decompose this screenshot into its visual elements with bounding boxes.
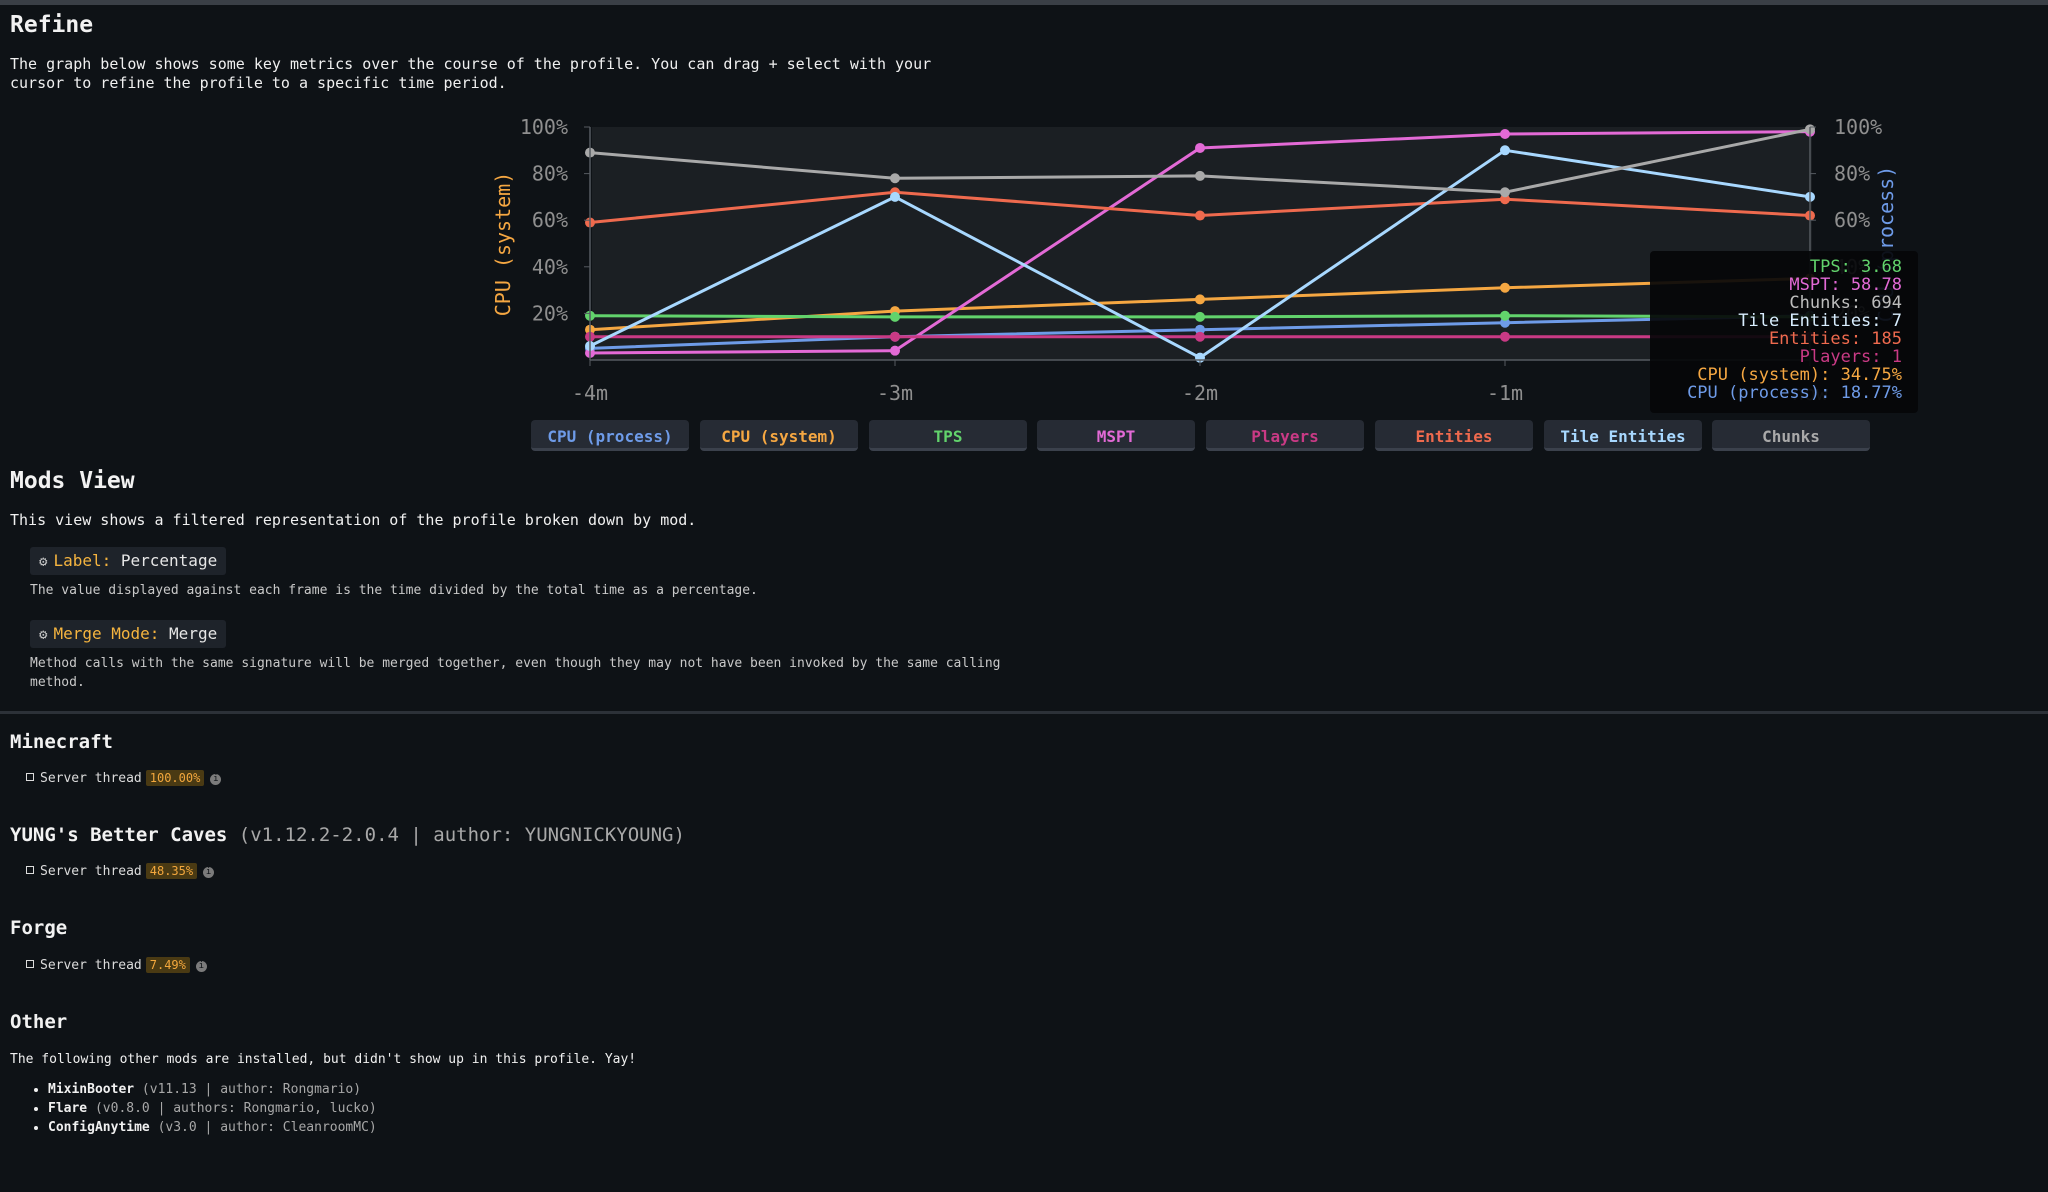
y-tick-label-left: 40% (532, 255, 568, 279)
other-description: The following other mods are installed, … (10, 1052, 637, 1067)
x-tick-label: -4m (572, 381, 608, 405)
series-point (1195, 324, 1205, 335)
y-tick-label-right: 80% (1834, 162, 1870, 186)
refine-title: Refine (10, 12, 94, 38)
info-icon[interactable]: i (210, 774, 222, 785)
thread-name: Server thread (40, 864, 142, 879)
mods-view-description: This view shows a filtered representatio… (10, 511, 697, 529)
tooltip-cpu-process: CPU (process): 18.77% (1687, 383, 1902, 403)
series-point (1195, 294, 1205, 305)
x-tick-label: -1m (1487, 381, 1523, 405)
series-point (890, 191, 900, 202)
list-item: ConfigAnytime (v3.0 | author: CleanroomM… (48, 1118, 377, 1137)
plot-area[interactable] (592, 127, 1812, 360)
merge-mode-toggle[interactable]: ⚙ Merge Mode: Merge (30, 620, 227, 648)
info-icon[interactable]: i (195, 961, 207, 972)
refine-description: The graph below shows some key metrics o… (10, 55, 932, 92)
y-tick-label-left: 60% (532, 208, 568, 232)
mod-thread-row[interactable]: Server thread 100.00% i (26, 770, 222, 786)
x-tick-label: -3m (877, 381, 913, 405)
mod-name: Minecraft (10, 731, 113, 753)
label-option-key: Label: (53, 551, 112, 570)
merge-option-key: Merge Mode: (53, 624, 160, 643)
label-option-toggle[interactable]: ⚙ Label: Percentage (30, 547, 227, 575)
series-point (890, 311, 900, 322)
legend-mspt-button[interactable]: MSPT (1037, 420, 1195, 451)
legend-tps-button[interactable]: TPS (869, 420, 1027, 451)
mods-view-title: Mods View (10, 468, 135, 494)
series-point (890, 331, 900, 342)
label-option-note: The value displayed against each frame i… (30, 583, 758, 598)
tooltip-entities: Entities: 185 (1768, 329, 1902, 349)
legend-cpu-system-button[interactable]: CPU (system) (700, 420, 858, 451)
series-point (1500, 317, 1510, 328)
y-axis-left-title: CPU (system) (491, 172, 515, 317)
mod-thread-row[interactable]: Server thread 7.49% i (26, 957, 207, 973)
y-tick-label-right: 60% (1834, 208, 1870, 232)
series-point (1500, 310, 1510, 321)
thread-name: Server thread (40, 958, 142, 973)
list-item: Flare (v0.8.0 | authors: Rongmario, luck… (48, 1099, 377, 1118)
tooltip-cpu-system: CPU (system): 34.75% (1697, 365, 1902, 385)
y-tick-label-right: 100% (1834, 115, 1882, 139)
series-point (1500, 331, 1510, 342)
gears-icon: ⚙ (39, 627, 48, 643)
thread-name: Server thread (40, 771, 142, 786)
tooltip-chunks: Chunks: 694 (1789, 293, 1902, 313)
series-point (1195, 331, 1205, 342)
tooltip-tps: TPS: 3.68 (1809, 257, 1902, 277)
y-tick-label-left: 20% (532, 301, 568, 325)
gears-icon: ⚙ (39, 554, 48, 570)
y-tick-label-left: 100% (520, 115, 568, 139)
percent-badge: 48.35% (145, 863, 198, 879)
legend-chunks-button[interactable]: Chunks (1712, 420, 1870, 451)
tooltip-tile-entities: Tile Entities: 7 (1738, 311, 1902, 331)
tooltip-players: Players: 1 (1799, 347, 1902, 367)
chart-tooltip: TPS: 3.68 MSPT: 58.78 Chunks: 694 Tile E… (1650, 251, 1918, 413)
metrics-chart[interactable]: 20%20%40%40%60%60%80%80%100%100%-4m-3m-2… (0, 0, 2048, 470)
y-tick-label-left: 80% (532, 162, 568, 186)
series-point (890, 345, 900, 356)
series-point (1500, 187, 1510, 198)
merge-option-note: Method calls with the same signature wil… (30, 656, 1001, 690)
mod-name: YUNG's Better Caves (v1.12.2-2.0.4 | aut… (10, 824, 685, 846)
expand-icon (26, 960, 34, 968)
series-point (1500, 282, 1510, 293)
section-divider (0, 711, 2048, 714)
legend-tile-entities-button[interactable]: Tile Entities (1544, 420, 1702, 451)
other-title: Other (10, 1011, 68, 1033)
legend-players-button[interactable]: Players (1206, 420, 1364, 451)
percent-badge: 7.49% (145, 957, 190, 973)
series-point (890, 173, 900, 184)
legend-entities-button[interactable]: Entities (1375, 420, 1533, 451)
series-point (1195, 142, 1205, 153)
mod-name: Forge (10, 917, 68, 939)
expand-icon (26, 773, 34, 781)
info-icon[interactable]: i (203, 867, 215, 878)
series-point (1500, 194, 1510, 205)
series-point (1195, 170, 1205, 181)
expand-icon (26, 866, 34, 874)
top-border (0, 0, 2048, 5)
series-point (1195, 311, 1205, 322)
list-item: MixinBooter (v11.13 | author: Rongmario) (48, 1080, 377, 1099)
mod-thread-row[interactable]: Server thread 48.35% i (26, 863, 215, 879)
percent-badge: 100.00% (145, 770, 205, 786)
series-point (1500, 128, 1510, 139)
label-option-value: Percentage (120, 551, 218, 570)
series-point (1500, 145, 1510, 156)
other-mods-list: MixinBooter (v11.13 | author: Rongmario)… (30, 1080, 377, 1137)
merge-option-value: Merge (169, 624, 218, 643)
series-point (1195, 210, 1205, 221)
x-tick-label: -2m (1182, 381, 1218, 405)
tooltip-mspt: MSPT: 58.78 (1789, 275, 1902, 295)
legend-cpu-process-button[interactable]: CPU (process) (531, 420, 689, 451)
